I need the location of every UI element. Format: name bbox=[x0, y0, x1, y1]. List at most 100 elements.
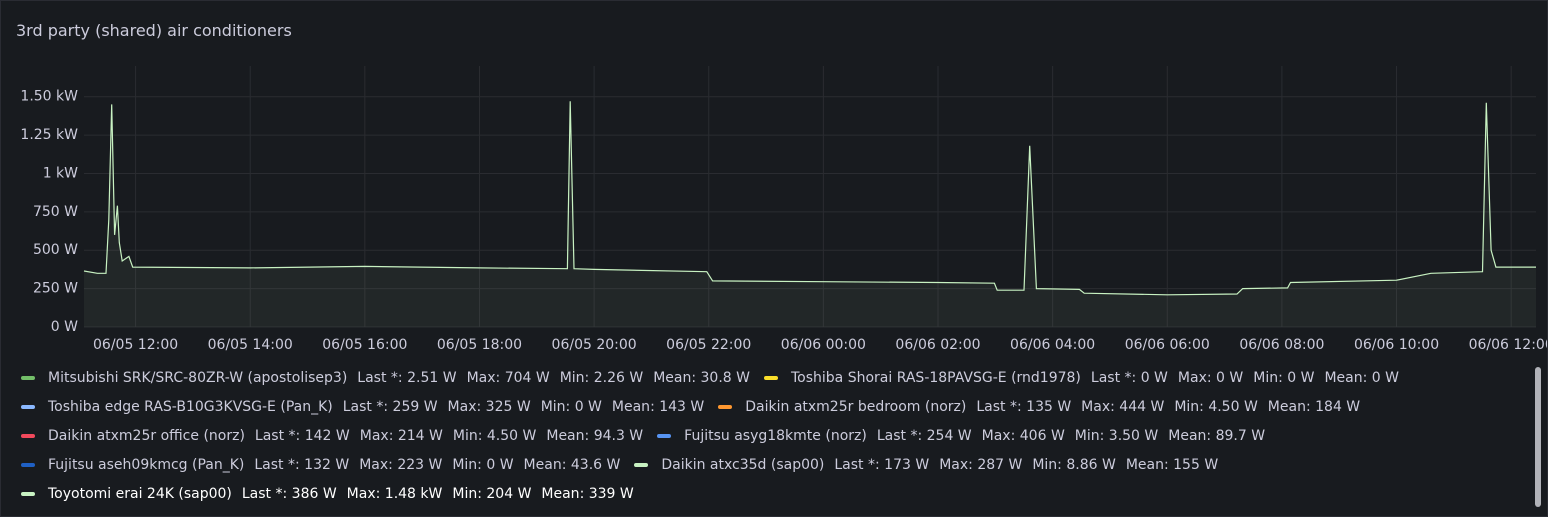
stat-value: 135 W bbox=[1026, 398, 1072, 415]
legend-label: Toshiba edge RAS-B10G3KVSG-E (Pan_K) bbox=[48, 398, 333, 415]
legend-label: Toyotomi erai 24K (sap00) bbox=[48, 485, 232, 502]
stat-value: 0 W bbox=[1140, 369, 1168, 386]
legend-item[interactable]: Daikin atxm25r bedroom (norz) Last * 135 … bbox=[718, 399, 1360, 415]
legend-item[interactable]: Toshiba Shorai RAS-18PAVSG-E (rnd1978) La… bbox=[763, 369, 1399, 386]
stat-value: 386 W bbox=[291, 485, 337, 502]
stat-value: 444 W bbox=[1119, 398, 1165, 415]
stat-name: Last * bbox=[343, 399, 388, 415]
x-tick-label: 06/06 06:00 bbox=[1125, 337, 1210, 353]
stat-name: Max bbox=[467, 370, 501, 386]
legend-swatch bbox=[21, 404, 35, 409]
x-tick-label: 06/06 02:00 bbox=[895, 337, 980, 353]
stat-value: 173 W bbox=[884, 456, 930, 473]
y-tick-label: 1.25 kW bbox=[20, 127, 78, 143]
x-tick-label: 06/06 04:00 bbox=[1010, 337, 1095, 353]
legend-label: Toshiba Shorai RAS-18PAVSG-E (rnd1978) bbox=[790, 369, 1081, 386]
stat-name: Last * bbox=[877, 428, 922, 444]
legend-stat: Mean 155 W bbox=[1126, 457, 1218, 473]
y-tick-label: 750 W bbox=[33, 204, 78, 220]
stat-value: 4.50 W bbox=[1208, 398, 1258, 415]
stat-value: 0 W bbox=[1287, 369, 1315, 386]
stat-value: 89.7 W bbox=[1215, 427, 1266, 444]
y-tick-label: 1 kW bbox=[43, 165, 78, 181]
stat-value: 132 W bbox=[304, 456, 350, 473]
stat-value: 94.3 W bbox=[593, 427, 644, 444]
legend-stat: Last * 0 W bbox=[1091, 370, 1168, 386]
legend-stat: Max 406 W bbox=[982, 428, 1065, 444]
legend-stat: Mean 89.7 W bbox=[1168, 428, 1265, 444]
legend-item[interactable]: Toyotomi erai 24K (sap00) Last * 386 W Max… bbox=[21, 486, 634, 502]
stat-name: Last * bbox=[976, 399, 1021, 415]
stat-name: Max bbox=[982, 428, 1016, 444]
stat-name: Mean bbox=[653, 370, 696, 386]
stat-name: Min bbox=[1032, 457, 1062, 473]
x-tick-label: 06/05 18:00 bbox=[437, 337, 522, 353]
x-tick-label: 06/05 20:00 bbox=[552, 337, 637, 353]
stat-name: Last * bbox=[1091, 370, 1136, 386]
stat-name: Max bbox=[448, 399, 482, 415]
legend-stat: Min 0 W bbox=[541, 399, 602, 415]
scrollbar[interactable] bbox=[1535, 367, 1541, 507]
legend-stat: Last * 386 W bbox=[242, 486, 337, 502]
legend-item[interactable]: Toshiba edge RAS-B10G3KVSG-E (Pan_K) Last… bbox=[21, 399, 704, 415]
stat-value: 1.48 kW bbox=[384, 485, 443, 502]
legend-stat: Min 4.50 W bbox=[1174, 399, 1257, 415]
line bbox=[83, 101, 1536, 296]
stat-name: Mean bbox=[546, 428, 589, 444]
stat-value: 0 W bbox=[574, 398, 602, 415]
stat-name: Last * bbox=[255, 428, 300, 444]
legend-item[interactable]: Daikin atxc35d (sap00) Last * 173 W Max 28… bbox=[634, 457, 1218, 473]
chart: 0 W 250 W 500 W 750 W 1 kW 1.25 kW 1.50 kW 06/0… bbox=[20, 66, 1547, 353]
stat-name: Last * bbox=[834, 457, 879, 473]
legend: Mitsubishi SRK/SRC-80ZR-W (apostolisep3)… bbox=[21, 363, 1526, 508]
stat-value: 0 W bbox=[486, 456, 514, 473]
legend-stat: Max 214 W bbox=[360, 428, 443, 444]
stat-value: 184 W bbox=[1315, 398, 1361, 415]
legend-stat: Min 0 W bbox=[452, 457, 513, 473]
legend-item[interactable]: Fujitsu aseh09kmcg (Pan_K) Last * 132 W Ma… bbox=[21, 457, 620, 473]
stat-value: 325 W bbox=[485, 398, 531, 415]
stat-value: 8.86 W bbox=[1066, 456, 1116, 473]
legend-stat: Max 325 W bbox=[448, 399, 531, 415]
stat-value: 143 W bbox=[659, 398, 705, 415]
stat-value: 43.6 W bbox=[570, 456, 621, 473]
stat-name: Mean bbox=[612, 399, 655, 415]
legend-swatch bbox=[718, 404, 733, 409]
legend-swatch bbox=[634, 462, 649, 467]
legend-item[interactable]: Daikin atxm25r office (norz) Last * 142 W… bbox=[21, 428, 643, 444]
legend-item[interactable]: Fujitsu asyg18kmte (norz) Last * 254 W Max… bbox=[657, 428, 1265, 444]
legend-stat: Last * 135 W bbox=[976, 399, 1071, 415]
stat-value: 204 W bbox=[486, 485, 532, 502]
legend-label: Fujitsu aseh09kmcg (Pan_K) bbox=[48, 456, 245, 473]
legend-stat: Last * 142 W bbox=[255, 428, 350, 444]
legend-label: Daikin atxc35d (sap00) bbox=[661, 456, 825, 473]
legend-stat: Last * 132 W bbox=[254, 457, 349, 473]
legend-swatch bbox=[21, 433, 35, 438]
x-tick-label: 06/05 12:00 bbox=[93, 337, 178, 353]
stat-value: 30.8 W bbox=[700, 369, 750, 386]
legend-stat: Min 0 W bbox=[1253, 370, 1314, 386]
stat-name: Mean bbox=[1168, 428, 1211, 444]
legend-stat: Min 4.50 W bbox=[453, 428, 536, 444]
legend-stat: Max 223 W bbox=[359, 457, 442, 473]
legend-stat: Max 444 W bbox=[1081, 399, 1164, 415]
stat-name: Mean bbox=[524, 457, 567, 473]
legend-stat: Min 2.26 W bbox=[560, 370, 643, 386]
stat-name: Max bbox=[359, 457, 393, 473]
stat-value: 2.26 W bbox=[593, 369, 644, 386]
stat-name: Min bbox=[453, 428, 483, 444]
y-tick-label: 250 W bbox=[33, 281, 78, 297]
x-tick-label: 06/06 08:00 bbox=[1239, 337, 1324, 353]
legend-stat: Mean 184 W bbox=[1268, 399, 1360, 415]
legend-stat: Mean 30.8 W bbox=[653, 370, 750, 386]
legend-stat: Min 204 W bbox=[452, 486, 531, 502]
stat-name: Min bbox=[560, 370, 590, 386]
legend-stat: Last * 173 W bbox=[834, 457, 929, 473]
legend-stat: Mean 143 W bbox=[612, 399, 704, 415]
legend-stat: Max 704 W bbox=[467, 370, 550, 386]
legend-swatch bbox=[21, 462, 35, 467]
chart-title: 3rd party (shared) air conditioners bbox=[16, 21, 292, 40]
legend-stat: Last * 259 W bbox=[343, 399, 438, 415]
legend-item[interactable]: Mitsubishi SRK/SRC-80ZR-W (apostolisep3)… bbox=[21, 370, 750, 386]
x-tick-label: 06/06 00:00 bbox=[781, 337, 866, 353]
